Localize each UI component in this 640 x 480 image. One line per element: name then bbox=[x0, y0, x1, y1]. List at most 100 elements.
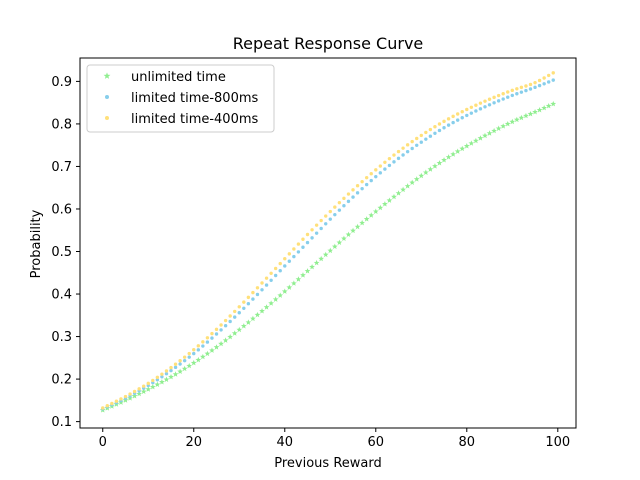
data-point bbox=[260, 281, 264, 285]
data-point bbox=[436, 160, 443, 166]
y-tick-label: 0.4 bbox=[51, 288, 72, 303]
data-point bbox=[210, 336, 214, 340]
data-point bbox=[201, 340, 205, 344]
data-point bbox=[172, 371, 179, 377]
data-point bbox=[346, 192, 351, 196]
data-point bbox=[364, 175, 369, 180]
data-point bbox=[333, 212, 337, 217]
data-point bbox=[424, 130, 428, 135]
data-point bbox=[155, 378, 160, 382]
data-point bbox=[523, 112, 529, 119]
data-point bbox=[491, 127, 497, 134]
data-point bbox=[446, 117, 451, 121]
data-point bbox=[346, 199, 351, 204]
data-point bbox=[205, 336, 210, 340]
data-point bbox=[483, 105, 487, 109]
data-point bbox=[200, 353, 206, 360]
data-point bbox=[110, 401, 114, 406]
data-point bbox=[255, 286, 260, 290]
data-point bbox=[331, 243, 338, 250]
data-point bbox=[474, 109, 478, 113]
data-point bbox=[255, 292, 260, 297]
data-point bbox=[392, 153, 396, 157]
data-point bbox=[328, 209, 332, 214]
data-point bbox=[541, 104, 547, 111]
data-point bbox=[419, 140, 423, 144]
data-point bbox=[392, 160, 396, 164]
data-point bbox=[551, 78, 555, 82]
data-point bbox=[146, 381, 150, 386]
data-point bbox=[509, 118, 516, 125]
data-point bbox=[454, 148, 461, 154]
data-point bbox=[410, 139, 414, 144]
data-point bbox=[496, 99, 501, 103]
legend-markers bbox=[103, 72, 111, 120]
data-point bbox=[415, 136, 419, 141]
data-point bbox=[214, 332, 219, 336]
data-point bbox=[227, 333, 234, 340]
data-point bbox=[160, 375, 164, 379]
data-point bbox=[437, 128, 442, 133]
data-point bbox=[164, 369, 169, 373]
data-point bbox=[354, 223, 361, 230]
data-point bbox=[468, 140, 475, 146]
data-point bbox=[324, 222, 328, 226]
data-point bbox=[506, 95, 510, 99]
data-point bbox=[322, 251, 329, 258]
data-point bbox=[145, 386, 152, 392]
data-point bbox=[269, 271, 273, 276]
data-point bbox=[405, 149, 410, 154]
plot-data-layer bbox=[99, 71, 557, 413]
data-point bbox=[119, 397, 123, 401]
data-point bbox=[469, 111, 474, 115]
data-point bbox=[524, 84, 528, 88]
data-point bbox=[160, 372, 164, 376]
data-point bbox=[401, 146, 405, 150]
data-point bbox=[528, 87, 533, 91]
data-point bbox=[154, 381, 161, 387]
data-point bbox=[278, 269, 282, 273]
data-point bbox=[328, 217, 332, 221]
data-point bbox=[501, 92, 505, 96]
data-point bbox=[182, 355, 187, 359]
data-point bbox=[345, 231, 352, 238]
data-point bbox=[383, 160, 387, 165]
legend-marker bbox=[105, 95, 109, 99]
data-point bbox=[336, 239, 343, 246]
legend-marker bbox=[105, 116, 109, 120]
data-point bbox=[178, 362, 182, 366]
data-point bbox=[286, 284, 293, 290]
data-point bbox=[400, 186, 406, 193]
y-tick-label: 0.3 bbox=[51, 330, 72, 345]
data-point bbox=[513, 116, 520, 123]
data-point bbox=[236, 326, 243, 333]
data-point bbox=[422, 169, 429, 175]
data-point bbox=[395, 190, 402, 196]
data-point bbox=[369, 178, 373, 183]
data-point bbox=[487, 103, 492, 107]
data-point bbox=[441, 157, 447, 163]
data-point bbox=[546, 80, 551, 84]
data-point bbox=[319, 218, 323, 223]
data-point bbox=[292, 254, 296, 259]
data-point bbox=[309, 263, 315, 270]
data-point bbox=[169, 365, 173, 370]
data-point bbox=[310, 228, 314, 232]
data-point bbox=[364, 182, 369, 187]
data-point bbox=[342, 196, 346, 201]
data-point bbox=[155, 375, 160, 380]
data-point bbox=[242, 306, 246, 310]
data-point bbox=[291, 280, 297, 286]
data-point bbox=[240, 323, 247, 329]
data-point bbox=[501, 97, 505, 101]
data-point bbox=[327, 247, 334, 254]
data-point bbox=[281, 288, 288, 294]
data-point bbox=[391, 193, 397, 200]
data-point bbox=[360, 186, 364, 191]
data-point bbox=[459, 145, 466, 152]
data-point bbox=[515, 92, 519, 96]
data-point bbox=[251, 297, 255, 301]
data-point bbox=[272, 296, 279, 302]
data-point bbox=[451, 114, 455, 119]
